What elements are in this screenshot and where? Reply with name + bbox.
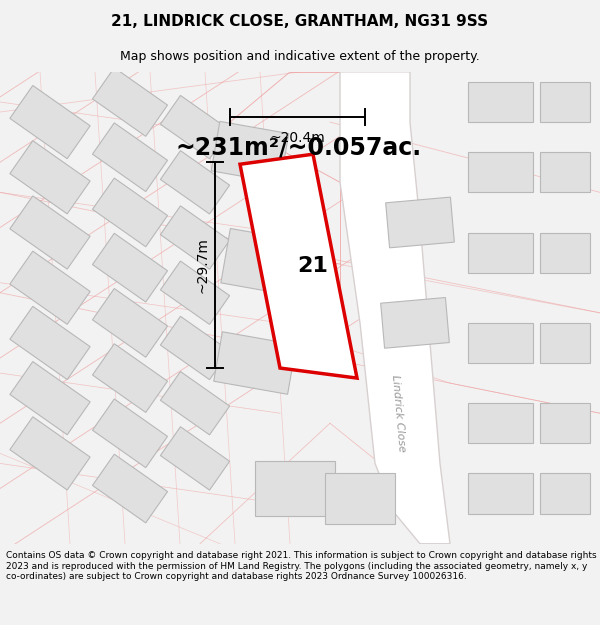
Polygon shape <box>92 123 167 191</box>
Polygon shape <box>10 86 90 159</box>
Polygon shape <box>160 151 230 214</box>
Polygon shape <box>92 454 167 523</box>
Text: ~29.7m: ~29.7m <box>196 238 210 293</box>
Polygon shape <box>255 461 335 516</box>
Polygon shape <box>92 289 167 357</box>
Polygon shape <box>92 344 167 412</box>
Text: Map shows position and indicative extent of the property.: Map shows position and indicative extent… <box>120 49 480 62</box>
Polygon shape <box>240 154 357 378</box>
Polygon shape <box>92 178 167 247</box>
Polygon shape <box>540 474 590 514</box>
Polygon shape <box>92 399 167 468</box>
Polygon shape <box>160 261 230 324</box>
Polygon shape <box>10 141 90 214</box>
Polygon shape <box>10 417 90 490</box>
Polygon shape <box>160 206 230 269</box>
Polygon shape <box>380 298 449 348</box>
Polygon shape <box>540 152 590 192</box>
Polygon shape <box>160 316 230 379</box>
Polygon shape <box>467 323 533 363</box>
Polygon shape <box>467 82 533 122</box>
Text: ~231m²/~0.057ac.: ~231m²/~0.057ac. <box>175 135 421 159</box>
Polygon shape <box>540 403 590 443</box>
Polygon shape <box>340 72 450 544</box>
Polygon shape <box>386 197 454 248</box>
Polygon shape <box>467 152 533 192</box>
Polygon shape <box>540 323 590 363</box>
Polygon shape <box>540 82 590 122</box>
Polygon shape <box>325 474 395 524</box>
Polygon shape <box>211 121 289 183</box>
Text: Contains OS data © Crown copyright and database right 2021. This information is : Contains OS data © Crown copyright and d… <box>6 551 596 581</box>
Polygon shape <box>92 68 167 136</box>
Polygon shape <box>160 427 230 490</box>
Text: ~20.4m: ~20.4m <box>269 131 325 145</box>
Polygon shape <box>92 233 167 302</box>
Text: 21, LINDRICK CLOSE, GRANTHAM, NG31 9SS: 21, LINDRICK CLOSE, GRANTHAM, NG31 9SS <box>112 14 488 29</box>
Polygon shape <box>10 362 90 435</box>
Polygon shape <box>221 229 309 297</box>
Polygon shape <box>10 196 90 269</box>
Polygon shape <box>467 474 533 514</box>
Polygon shape <box>467 403 533 443</box>
Polygon shape <box>540 232 590 272</box>
Polygon shape <box>10 251 90 324</box>
Polygon shape <box>214 332 296 394</box>
Polygon shape <box>10 306 90 379</box>
Text: Lindrick Close: Lindrick Close <box>389 374 406 452</box>
Polygon shape <box>160 371 230 435</box>
Text: 21: 21 <box>297 256 328 276</box>
Polygon shape <box>160 96 230 159</box>
Polygon shape <box>467 232 533 272</box>
